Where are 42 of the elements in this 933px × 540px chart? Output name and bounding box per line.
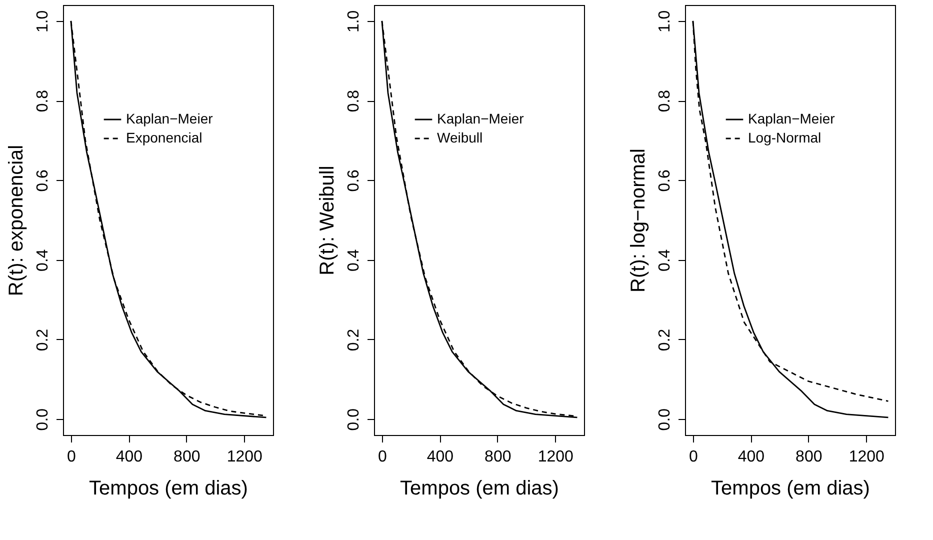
y-axis-title: R(t): Weibull — [316, 166, 338, 276]
legend-label: Weibull — [437, 130, 483, 146]
y-tick-label: 0.4 — [34, 249, 52, 272]
y-tick-label: 0.2 — [346, 328, 362, 352]
y-tick-label: 1.0 — [346, 10, 362, 33]
x-tick-label: 400 — [116, 448, 143, 466]
x-tick-label: 1200 — [848, 448, 885, 466]
x-tick-label: 400 — [738, 448, 765, 466]
x-tick-label: 0 — [688, 448, 698, 466]
y-tick-label: 0.8 — [656, 90, 674, 112]
y-tick-label: 0.6 — [34, 169, 52, 192]
y-tick-label: 0.0 — [34, 408, 52, 431]
x-axis-title: Tempos (em dias) — [711, 478, 870, 500]
x-axis-title: Tempos (em dias) — [400, 478, 559, 500]
x-tick-label: 800 — [174, 448, 200, 466]
x-tick-label: 400 — [426, 448, 454, 466]
y-tick-label: 0.2 — [656, 328, 674, 352]
y-axis-title: R(t): exponencial — [6, 144, 28, 296]
y-tick-label: 1.0 — [34, 10, 52, 33]
y-axis-title: R(t): log−normal — [628, 148, 650, 292]
x-tick-label: 0 — [378, 448, 387, 466]
y-tick-label: 0.4 — [656, 249, 674, 272]
legend-label: Kaplan−Meier — [126, 110, 214, 126]
y-tick-label: 0.4 — [346, 249, 362, 272]
legend-label: Kaplan−Meier — [437, 110, 524, 126]
y-tick-label: 0.2 — [34, 328, 52, 352]
x-axis-title: Tempos (em dias) — [89, 478, 248, 500]
y-tick-label: 0.6 — [346, 169, 362, 192]
y-tick-label: 0.8 — [34, 90, 52, 112]
legend-label: Exponencial — [126, 130, 202, 146]
x-tick-label: 1200 — [538, 448, 574, 466]
x-tick-label: 800 — [796, 448, 822, 466]
x-tick-label: 800 — [484, 448, 512, 466]
y-tick-label: 0.0 — [346, 408, 362, 431]
y-tick-label: 0.8 — [346, 90, 362, 112]
y-tick-label: 0.6 — [656, 169, 674, 192]
legend-label: Kaplan−Meier — [748, 110, 836, 126]
y-tick-label: 1.0 — [656, 10, 674, 33]
x-tick-label: 0 — [66, 448, 76, 466]
legend-label: Log-Normal — [748, 130, 822, 146]
x-tick-label: 1200 — [226, 448, 263, 466]
y-tick-label: 0.0 — [656, 408, 674, 431]
